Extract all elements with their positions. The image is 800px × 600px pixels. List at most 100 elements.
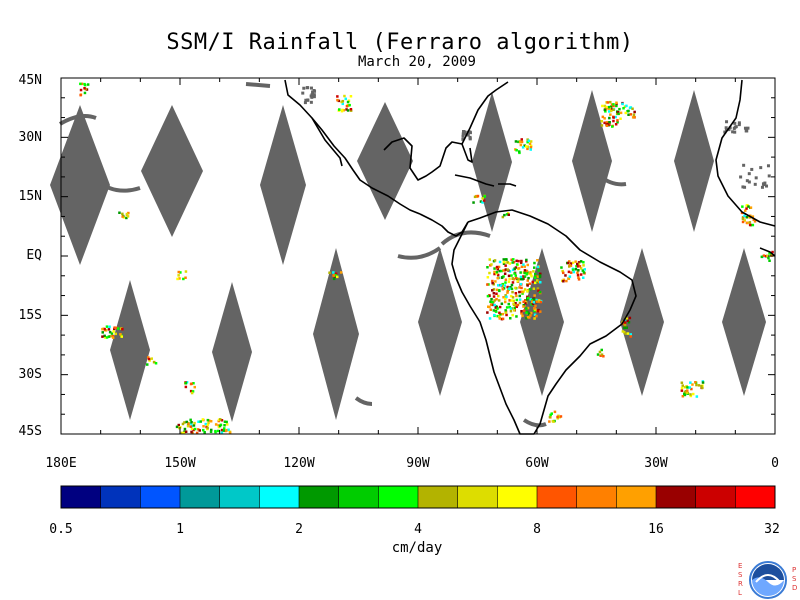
- rain-pixel: [214, 430, 217, 433]
- rain-pixel: [507, 290, 510, 293]
- rain-pixel: [118, 212, 121, 215]
- rain-pixel: [115, 333, 118, 336]
- rain-pixel: [560, 415, 563, 418]
- rain-pixel: [529, 283, 532, 286]
- rain-pixel: [203, 431, 206, 434]
- colorbar-units: cm/day: [0, 540, 800, 556]
- rain-pixel: [155, 362, 158, 365]
- rain-pixel: [508, 278, 511, 281]
- lon-label-150w: 150W: [164, 456, 195, 471]
- rain-pixel: [686, 386, 689, 389]
- rain-pixel: [682, 384, 685, 387]
- rain-pixel: [582, 261, 585, 264]
- rain-pixel: [612, 109, 615, 112]
- rain-pixel: [342, 100, 345, 103]
- rain-pixel: [518, 278, 521, 281]
- rain-pixel: [185, 386, 188, 389]
- colorbar-tick-16: 16: [648, 522, 664, 537]
- rain-pixel: [510, 310, 513, 313]
- rain-pixel: [493, 299, 496, 302]
- rain-pixel: [504, 264, 507, 267]
- rain-pixel: [505, 258, 508, 261]
- rain-pixel: [681, 382, 684, 385]
- rain-pixel: [206, 427, 209, 430]
- rain-pixel: [633, 111, 636, 114]
- rain-pixel: [493, 295, 496, 298]
- rain-pixel: [689, 393, 692, 396]
- no-data-speckle: [733, 131, 736, 134]
- rain-pixel: [336, 276, 339, 279]
- lon-label-60w: 60W: [525, 456, 548, 471]
- rain-pixel: [187, 423, 190, 426]
- rain-pixel: [601, 105, 604, 108]
- colorbar-tick-4: 4: [414, 522, 422, 537]
- rain-pixel: [197, 421, 200, 424]
- rain-pixel: [742, 218, 745, 221]
- rain-pixel: [536, 259, 539, 262]
- rain-pixel: [495, 293, 498, 296]
- rain-pixel: [520, 262, 523, 265]
- rain-pixel: [606, 125, 609, 128]
- colorbar-segment: [378, 486, 418, 508]
- rain-pixel: [526, 284, 529, 287]
- rain-pixel: [522, 305, 525, 308]
- rain-pixel: [576, 263, 579, 266]
- rain-pixel: [599, 351, 602, 354]
- lat-label-30n: 30N: [10, 130, 42, 145]
- rain-pixel: [520, 144, 523, 147]
- rain-pixel: [529, 143, 532, 146]
- rain-pixel: [517, 260, 520, 263]
- no-data-speckle: [304, 99, 307, 102]
- rain-pixel: [493, 309, 496, 312]
- rain-pixel: [533, 288, 536, 291]
- rain-pixel: [560, 266, 563, 269]
- colorbar-segment: [61, 486, 101, 508]
- rain-pixel: [507, 268, 510, 271]
- rain-pixel: [626, 320, 629, 323]
- rain-pixel: [490, 263, 493, 266]
- rain-pixel: [752, 224, 755, 227]
- rain-pixel: [513, 267, 516, 270]
- colorbar-tick-1: 1: [176, 522, 184, 537]
- rain-pixel: [219, 418, 222, 421]
- rain-pixel: [530, 146, 533, 149]
- rain-pixel: [119, 333, 122, 336]
- rain-pixel: [527, 316, 530, 319]
- rain-pixel: [741, 205, 744, 208]
- lon-label-180e: 180E: [45, 456, 76, 471]
- rain-pixel: [121, 328, 124, 331]
- rain-pixel: [182, 423, 185, 426]
- colorbar-segment: [577, 486, 617, 508]
- rain-pixel: [521, 315, 524, 318]
- rain-pixel: [151, 357, 154, 360]
- rain-pixel: [190, 425, 193, 428]
- rain-pixel: [767, 257, 770, 260]
- rain-pixel: [200, 420, 203, 423]
- no-data-speckle: [765, 185, 768, 188]
- rain-pixel: [499, 306, 502, 309]
- rain-pixel: [612, 116, 615, 119]
- rain-pixel: [193, 424, 196, 427]
- rain-pixel: [749, 221, 752, 224]
- rain-pixel: [611, 125, 614, 128]
- lon-label-0: 0: [771, 456, 779, 471]
- rain-pixel: [742, 221, 745, 224]
- rain-pixel: [681, 389, 684, 392]
- rain-pixel: [515, 277, 518, 280]
- rain-pixel: [529, 288, 532, 291]
- rain-pixel: [512, 281, 515, 284]
- rain-pixel: [487, 306, 490, 309]
- rain-pixel: [530, 148, 533, 151]
- rain-pixel: [615, 102, 618, 105]
- rain-pixel: [750, 206, 753, 209]
- rain-pixel: [552, 420, 555, 423]
- rain-pixel: [185, 431, 188, 434]
- no-data-speckle: [761, 186, 764, 189]
- rain-pixel: [491, 282, 494, 285]
- rain-pixel: [113, 326, 116, 329]
- colorbar-segment: [339, 486, 379, 508]
- colorbar-segment: [735, 486, 775, 508]
- rain-pixel: [487, 276, 490, 279]
- rain-pixel: [686, 389, 689, 392]
- rain-pixel: [79, 94, 82, 97]
